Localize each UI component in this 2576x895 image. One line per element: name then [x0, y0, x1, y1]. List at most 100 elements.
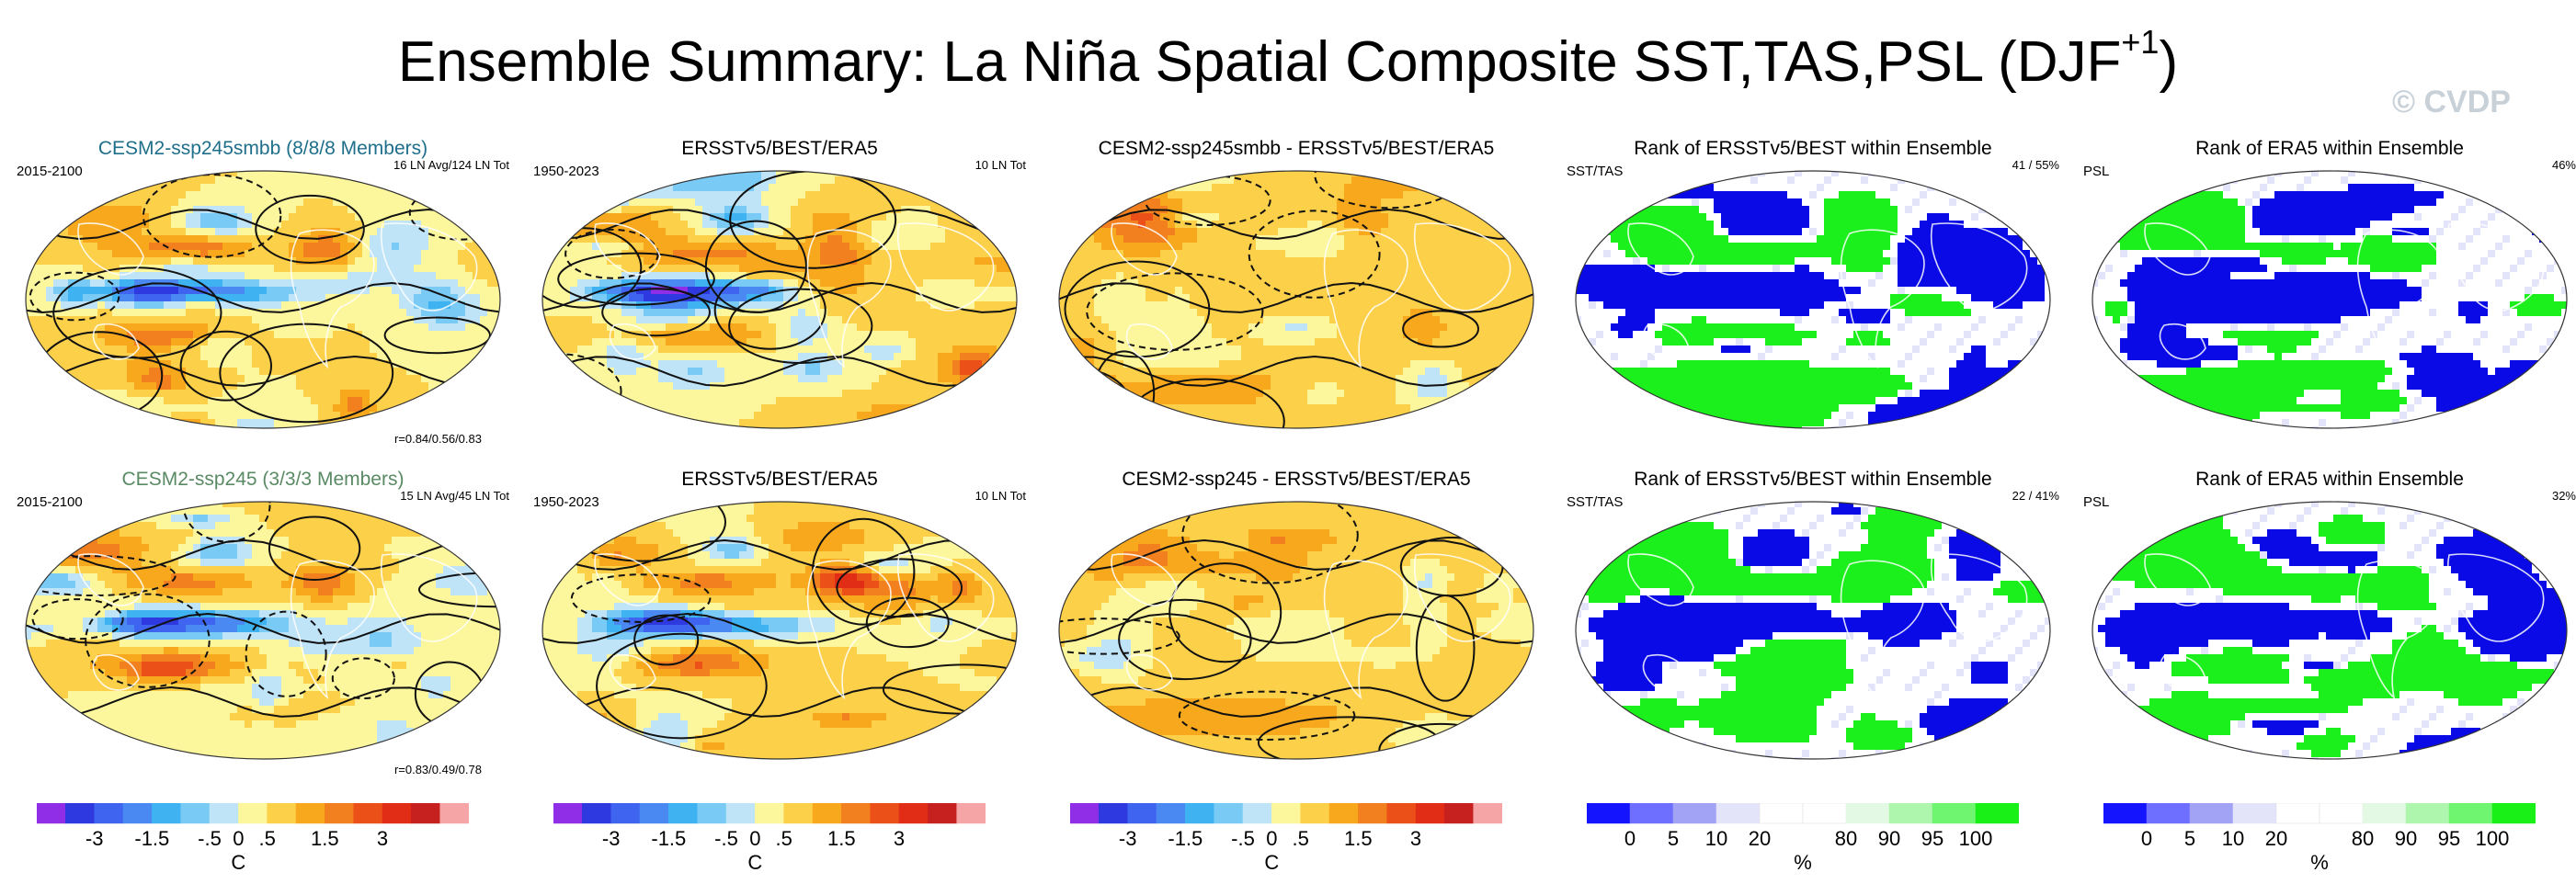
colorbar-tick-label: 5: [2184, 827, 2195, 851]
colorbar-swatch: [1444, 803, 1474, 824]
panel-title: Rank of ERA5 within Ensemble: [2081, 138, 2576, 160]
colorbar-swatch: [1845, 803, 1890, 824]
colorbar-tick-label: 0: [1624, 827, 1636, 851]
colorbar-tick-label: 3: [1410, 827, 1421, 851]
map-temp: [541, 169, 1019, 430]
panel-period-label: 1950-2023: [533, 164, 599, 179]
colorbar-swatch: [697, 803, 727, 824]
panel-period-label: 1950-2023: [533, 494, 599, 510]
colorbar-swatch: [2103, 803, 2148, 824]
colorbar-swatch: [1759, 803, 1804, 824]
colorbar-tick-label: -3: [1119, 827, 1137, 851]
colorbar-tick-label: 0: [233, 827, 244, 851]
colorbar-tick-label: -3: [85, 827, 104, 851]
colorbar-swatch: [2275, 803, 2320, 824]
colorbar-swatch: [812, 803, 842, 824]
colorbar-tick-label: 90: [2395, 827, 2417, 851]
colorbar-swatch: [553, 803, 583, 824]
rank-colorbar: 0 5 10 20 80 90 95 100%: [1587, 803, 2019, 877]
map-panel: ERSSTv5/BEST/ERA5 1950-2023 10 LN Tot: [531, 138, 1028, 450]
colorbar-tick-label: 10: [2222, 827, 2244, 851]
colorbar-swatch: [2448, 803, 2493, 824]
colorbar-tick-label: 90: [1878, 827, 1900, 851]
colorbar-swatch: [1415, 803, 1445, 824]
colorbar-unit: %: [2310, 851, 2329, 875]
map-panel: ERSSTv5/BEST/ERA5 1950-2023 10 LN Tot: [531, 469, 1028, 781]
map-rank: [2091, 169, 2569, 430]
colorbar-swatch: [65, 803, 95, 824]
colorbar-tick-label: 1.5: [827, 827, 856, 851]
panel-stat-label: 41 / 55%: [2012, 158, 2059, 172]
colorbar-swatch: [1271, 803, 1301, 824]
figure-title: Ensemble Summary: La Niña Spatial Compos…: [0, 26, 2576, 99]
colorbar-swatch: [2362, 803, 2407, 824]
panel-stat-label: 10 LN Tot: [975, 489, 1026, 503]
colorbar-tick-label: 80: [2352, 827, 2374, 851]
colorbar-tick-label: 95: [1921, 827, 1943, 851]
colorbar-swatch: [639, 803, 669, 824]
colorbar-swatch: [122, 803, 153, 824]
panel-stat-label: 22 / 41%: [2012, 489, 2059, 503]
colorbar-tick-label: -1.5: [134, 827, 169, 851]
map-panel: Rank of ERA5 within Ensemble PSL 32%: [2081, 469, 2576, 781]
colorbar-tick-label: .5: [1292, 827, 1308, 851]
colorbar-unit: %: [1794, 851, 1812, 875]
panel-correlation-label: r=0.84/0.56/0.83: [394, 432, 482, 446]
colorbar-swatch: [180, 803, 211, 824]
colorbar-tick-label: 1.5: [1344, 827, 1373, 851]
colorbar-tick-label: -1.5: [651, 827, 686, 851]
map-panel: Rank of ERSSTv5/BEST within Ensemble SST/…: [1565, 469, 2061, 781]
colorbar-swatch: [783, 803, 814, 824]
panel-correlation-label: r=0.83/0.49/0.78: [394, 763, 482, 776]
colorbar-swatch: [1127, 803, 1157, 824]
colorbar-swatch: [267, 803, 297, 824]
colorbar-swatch: [1070, 803, 1100, 824]
colorbar-tick-label: 5: [1668, 827, 1679, 851]
colorbar-tick-label: .5: [775, 827, 792, 851]
colorbar-swatch: [209, 803, 239, 824]
colorbar-swatch: [1156, 803, 1186, 824]
colorbar-unit: C: [1264, 851, 1279, 875]
map-temp: [24, 169, 502, 430]
panel-title: Rank of ERSSTv5/BEST within Ensemble: [1565, 469, 2061, 491]
colorbar-swatch: [1975, 803, 2019, 824]
temperature-colorbar: -3 -1.5 -.5 0 .5 1.5 3 C: [1070, 803, 1502, 877]
colorbar-swatch: [1099, 803, 1128, 824]
colorbar-swatch: [411, 803, 440, 824]
colorbar-swatch: [2405, 803, 2450, 824]
colorbar-swatch: [2491, 803, 2536, 824]
colorbar-swatch: [1386, 803, 1417, 824]
panel-title: CESM2-ssp245smbb - ERSSTv5/BEST/ERA5: [1048, 138, 1544, 160]
panel-title: ERSSTv5/BEST/ERA5: [531, 138, 1028, 160]
colorbar-swatch: [295, 803, 325, 824]
colorbar-swatch: [152, 803, 181, 824]
panel-period-label: 2015-2100: [17, 494, 83, 510]
colorbar-tick-label: .5: [258, 827, 275, 851]
colorbar-swatch: [1242, 803, 1272, 824]
map-rank: [2091, 500, 2569, 761]
map-panel: CESM2-ssp245smbb - ERSSTv5/BEST/ERA5: [1048, 138, 1544, 450]
colorbar-swatch: [353, 803, 383, 824]
panel-stat-label: 32%: [2552, 489, 2576, 503]
colorbar-tick-label: 0: [1266, 827, 1277, 851]
colorbar-swatch: [755, 803, 784, 824]
colorbar-swatch: [2232, 803, 2277, 824]
colorbar-swatch: [870, 803, 900, 824]
colorbar-tick-label: 100: [1959, 827, 1993, 851]
colorbar-swatch: [2189, 803, 2234, 824]
colorbar-swatch: [1587, 803, 1631, 824]
colorbar-swatch: [668, 803, 698, 824]
panel-title: ERSSTv5/BEST/ERA5: [531, 469, 1028, 491]
panel-period-label: PSL: [2083, 164, 2109, 179]
colorbar-tick-label: 100: [2476, 827, 2510, 851]
colorbar-swatch: [1802, 803, 1847, 824]
colorbar-unit: C: [231, 851, 245, 875]
colorbar-swatch: [1300, 803, 1330, 824]
panel-title: CESM2-ssp245smbb (8/8/8 Members): [15, 138, 511, 160]
panel-period-label: SST/TAS: [1567, 164, 1623, 179]
panel-title: CESM2-ssp245 (3/3/3 Members): [15, 469, 511, 491]
colorbar-swatch: [1185, 803, 1214, 824]
colorbar-tick-label: 10: [1705, 827, 1727, 851]
panel-stat-label: 10 LN Tot: [975, 158, 1026, 172]
colorbar-swatch: [439, 803, 469, 824]
